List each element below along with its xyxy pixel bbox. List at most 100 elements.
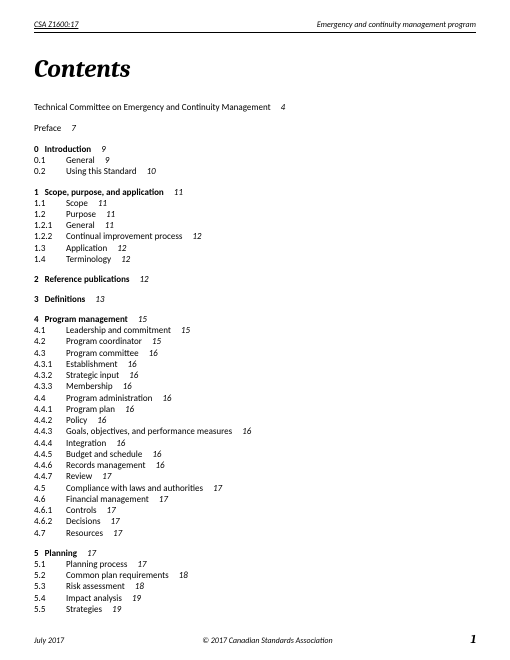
section-page: 17 (87, 548, 96, 559)
toc-entry: 4.6.2Decisions17 (34, 516, 476, 527)
entry-page: 16 (125, 404, 134, 415)
entry-number: 5.1 (34, 559, 66, 570)
entry-title: Compliance with laws and authorities (66, 483, 203, 494)
toc-entry: 4.4Program administration 16 (34, 393, 476, 404)
toc-entry: 0.1General9 (34, 155, 476, 166)
entry-page: 9 (105, 155, 110, 166)
entry-title: Planning process (66, 559, 127, 570)
toc-entry: 1.1Scope11 (34, 198, 476, 209)
page-header: CSA Z1600:17 Emergency and continuity ma… (34, 20, 476, 33)
entry-page: 16 (116, 438, 125, 449)
entry-page: 17 (137, 559, 146, 570)
toc-entry: 1.2.1General11 (34, 220, 476, 231)
toc-entry: 4.4.5Budget and schedule16 (34, 449, 476, 460)
entry-number: 1.2.2 (34, 231, 66, 242)
entry-number: 4.3 (34, 348, 66, 359)
entry-page: 12 (121, 254, 130, 265)
entry-page: 15 (181, 325, 190, 336)
entry-title: Scope (66, 198, 88, 209)
entry-number: 4.4 (34, 393, 66, 404)
entry-number: 5.2 (34, 570, 66, 581)
section-number: 4 (34, 314, 39, 325)
entry-page: 16 (242, 426, 251, 437)
entry-title: Program plan (66, 404, 115, 415)
front-matter-page: 7 (71, 123, 76, 134)
toc-entry: 4.4.2Policy16 (34, 415, 476, 426)
table-of-contents: 0Introduction90.1General90.2Using this S… (34, 144, 476, 615)
entry-number: 4.3.2 (34, 370, 66, 381)
entry-number: 1.2 (34, 209, 66, 220)
toc-entry: 4.4.6Records management 16 (34, 460, 476, 471)
entry-title: Controls (66, 505, 97, 516)
toc-entry: 4.4.3Goals, objectives, and performance … (34, 426, 476, 437)
entry-number: 4.4.6 (34, 460, 66, 471)
entry-number: 4.7 (34, 528, 66, 539)
entry-title: Terminology (66, 254, 111, 265)
front-matter-line: Technical Committee on Emergency and Con… (34, 102, 476, 113)
entry-number: 1.2.1 (34, 220, 66, 231)
entry-title: Using this Standard (66, 166, 137, 177)
entry-number: 4.6.2 (34, 516, 66, 527)
section-heading: 2Reference publications12 (34, 274, 476, 285)
toc-entry: 4.4.4Integration16 (34, 438, 476, 449)
entry-title: Membership (66, 381, 113, 392)
entry-title: Program coordinator (66, 336, 142, 347)
entry-title: Review (66, 471, 92, 482)
toc-entry: 1.2Purpose11 (34, 209, 476, 220)
entry-number: 4.4.3 (34, 426, 66, 437)
toc-entry: 0.2Using this Standard10 (34, 166, 476, 177)
toc-entry: 4.6.1Controls17 (34, 505, 476, 516)
section-page: 11 (174, 187, 183, 198)
entry-title: Strategies (66, 604, 102, 615)
entry-title: Decisions (66, 516, 100, 527)
entry-number: 4.4.5 (34, 449, 66, 460)
front-matter-title: Preface (34, 123, 61, 134)
entry-number: 4.3.3 (34, 381, 66, 392)
entry-number: 4.5 (34, 483, 66, 494)
entry-number: 5.5 (34, 604, 66, 615)
entry-title: Program administration (66, 393, 152, 404)
section-page: 9 (101, 144, 106, 155)
entry-title: Records management (66, 460, 146, 471)
entry-page: 11 (105, 220, 114, 231)
toc-entry: 4.7Resources17 (34, 528, 476, 539)
entry-page: 16 (162, 393, 171, 404)
section-heading: 4Program management15 (34, 314, 476, 325)
entry-title: Integration (66, 438, 106, 449)
toc-entry: 4.3.2Strategic input 16 (34, 370, 476, 381)
toc-entry: 4.4.7Review 17 (34, 471, 476, 482)
entry-number: 5.4 (34, 593, 66, 604)
toc-entry: 4.4.1Program plan16 (34, 404, 476, 415)
entry-page: 16 (123, 381, 132, 392)
entry-page: 16 (97, 415, 106, 426)
section-title: Scope, purpose, and application (45, 187, 164, 198)
toc-entry: 5.4Impact analysis 19 (34, 593, 476, 604)
entry-title: Impact analysis (66, 593, 122, 604)
entry-page: 18 (179, 570, 188, 581)
entry-page: 19 (132, 593, 141, 604)
entry-page: 17 (102, 471, 111, 482)
section-heading: 0Introduction9 (34, 144, 476, 155)
section-title: Introduction (45, 144, 92, 155)
section-heading: 3Definitions13 (34, 294, 476, 305)
entry-number: 4.1 (34, 325, 66, 336)
entry-title: Continual improvement process (66, 231, 182, 242)
section-page: 13 (95, 294, 104, 305)
entry-page: 16 (152, 449, 161, 460)
entry-title: Strategic input (66, 370, 119, 381)
footer-copyright: © 2017 Canadian Standards Association (202, 636, 332, 646)
entry-title: Purpose (66, 209, 96, 220)
entry-page: 16 (127, 359, 136, 370)
entry-page: 16 (129, 370, 138, 381)
toc-entry: 1.3Application12 (34, 243, 476, 254)
section-number: 2 (34, 274, 39, 285)
entry-title: Establishment (66, 359, 117, 370)
front-matter-page: 4 (281, 102, 286, 113)
entry-title: Financial management (66, 494, 149, 505)
entry-page: 16 (156, 460, 165, 471)
front-matter-line: Preface 7 (34, 123, 476, 134)
entry-number: 4.4.7 (34, 471, 66, 482)
toc-entry: 4.2Program coordinator15 (34, 336, 476, 347)
front-matter-title: Technical Committee on Emergency and Con… (34, 102, 271, 113)
toc-entry: 5.2Common plan requirements18 (34, 570, 476, 581)
